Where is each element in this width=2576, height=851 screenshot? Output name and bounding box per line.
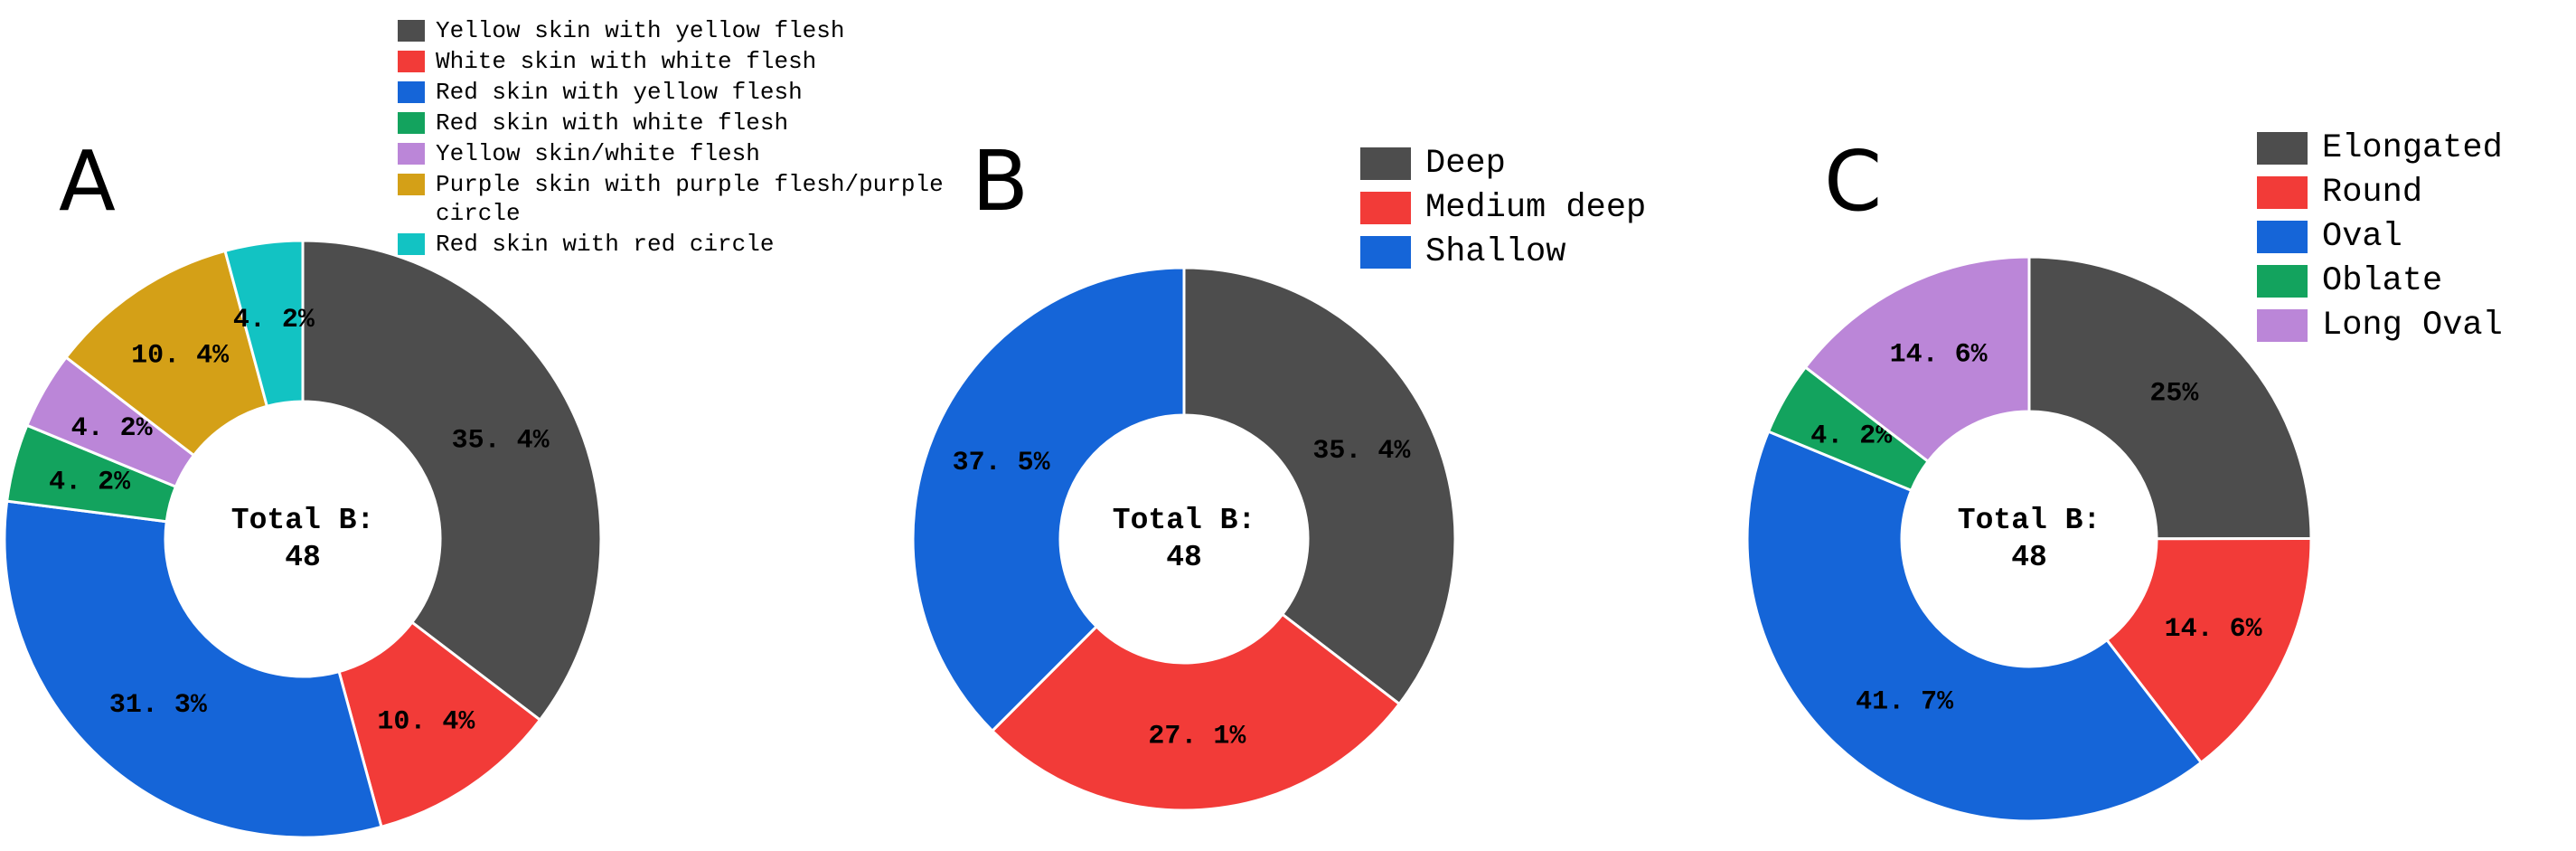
legend-item: White skin with white flesh <box>398 47 976 76</box>
panel-label-b: B <box>972 133 1029 230</box>
legend-swatch <box>398 20 425 42</box>
legend-c: Elongated Round Oval Oblate Long Oval <box>2257 131 2503 343</box>
slice-percent-label: 10. 4% <box>377 706 475 737</box>
pie-slice <box>337 620 541 828</box>
pie-slice <box>991 612 1401 812</box>
legend-swatch <box>2257 132 2308 165</box>
slice-percent-label: 4. 2% <box>233 305 315 336</box>
donut-chart-a: 35. 4%10. 4%31. 3%4. 2%4. 2%10. 4%4. 2% <box>3 239 603 839</box>
legend-item: Purple skin with purple flesh/purple cir… <box>398 170 976 228</box>
slice-percent-label: 27. 1% <box>1148 722 1246 752</box>
legend-label: Yellow skin/white flesh <box>436 140 760 167</box>
pie-slice <box>3 499 383 839</box>
legend-label: Medium deep <box>1425 189 1647 227</box>
legend-a: Yellow skin with yellow flesh White skin … <box>398 16 976 259</box>
legend-b: Deep Medium deep Shallow <box>1360 147 1646 269</box>
slice-percent-label: 35. 4% <box>1312 436 1411 467</box>
donut-c-center-text: Total B: 48 <box>1958 502 2101 576</box>
legend-label: Deep <box>1425 145 1506 183</box>
legend-item: Elongated <box>2257 131 2503 165</box>
legend-label: Red skin with red circle <box>436 231 775 258</box>
legend-item: Deep <box>1360 147 1646 181</box>
legend-label: Oblate <box>2322 262 2443 300</box>
legend-item: Long Oval <box>2257 308 2503 343</box>
legend-swatch <box>2257 265 2308 298</box>
legend-item: Oblate <box>2257 264 2503 298</box>
legend-label: Elongated <box>2322 129 2503 167</box>
center-value: 48 <box>285 541 321 574</box>
slice-percent-label: 10. 4% <box>131 340 230 371</box>
legend-label: Red skin with white flesh <box>436 109 789 137</box>
legend-swatch <box>398 143 425 165</box>
legend-swatch <box>398 174 425 195</box>
legend-item: Round <box>2257 175 2503 210</box>
center-label: Total B: <box>230 504 375 537</box>
legend-item: Red skin with red circle <box>398 230 976 259</box>
pie-slice <box>301 239 603 722</box>
donut-chart-b: 35. 4% 27. 1% 37. 5% <box>911 266 1457 812</box>
pie-slice <box>911 266 1186 733</box>
slice-percent-label: 14. 6% <box>1890 339 1988 370</box>
center-value: 48 <box>1166 541 1202 574</box>
legend-swatch <box>1360 147 1411 180</box>
legend-item: Yellow skin with yellow flesh <box>398 16 976 45</box>
legend-swatch <box>1360 236 1411 269</box>
legend-swatch <box>398 233 425 255</box>
legend-item: Medium deep <box>1360 191 1646 225</box>
legend-label: Round <box>2322 174 2423 212</box>
pie-slice <box>223 239 305 408</box>
slice-percent-label: 14. 6% <box>2165 614 2263 645</box>
center-label: Total B: <box>1112 504 1256 537</box>
legend-label: White skin with white flesh <box>436 48 817 75</box>
legend-swatch <box>2257 309 2308 342</box>
slice-percent-label: 35. 4% <box>452 426 550 457</box>
legend-label: Shallow <box>1425 233 1566 271</box>
slice-percent-label: 31. 3% <box>109 690 208 721</box>
legend-label: Yellow skin with yellow flesh <box>436 17 845 44</box>
slice-percent-label: 4. 2% <box>1810 421 1893 452</box>
panel-label-a: A <box>59 133 116 230</box>
panel-label-c: C <box>1824 133 1883 230</box>
legend-swatch <box>398 51 425 72</box>
legend-swatch <box>398 112 425 134</box>
legend-item: Red skin with yellow flesh <box>398 78 976 107</box>
pie-slice <box>2105 537 2313 764</box>
slice-percent-label: 4. 2% <box>49 468 131 498</box>
donut-chart-c: 25% 14. 6% 41. 7% 4. 2% 14. 6% <box>1745 255 2313 823</box>
legend-label: Red skin with yellow flesh <box>436 79 803 106</box>
legend-item: Oval <box>2257 220 2503 254</box>
pie-slice <box>1803 255 2031 463</box>
legend-swatch <box>2257 221 2308 253</box>
legend-item: Yellow skin/white flesh <box>398 139 976 168</box>
legend-item: Red skin with white flesh <box>398 109 976 137</box>
slice-percent-label: 37. 5% <box>953 448 1051 478</box>
legend-label: Purple skin with purple flesh/purple cir… <box>436 171 944 227</box>
slice-percent-label: 4. 2% <box>71 413 154 444</box>
pie-slice <box>2027 255 2313 541</box>
slice-percent-label: 25% <box>2149 378 2199 409</box>
legend-item: Shallow <box>1360 235 1646 269</box>
legend-swatch <box>2257 176 2308 209</box>
legend-swatch <box>1360 192 1411 224</box>
donut-a-center-text: Total B: 48 <box>231 502 374 576</box>
center-value: 48 <box>2011 541 2047 574</box>
donut-b-center-text: Total B: 48 <box>1113 502 1255 576</box>
slice-percent-label: 41. 7% <box>1856 686 1954 717</box>
legend-label: Long Oval <box>2322 307 2503 345</box>
pie-slice <box>1745 430 2203 823</box>
center-label: Total B: <box>1957 504 2101 537</box>
pie-slice <box>1182 266 1457 705</box>
pie-slice <box>64 249 268 457</box>
legend-swatch <box>398 81 425 103</box>
legend-label: Oval <box>2322 218 2402 256</box>
